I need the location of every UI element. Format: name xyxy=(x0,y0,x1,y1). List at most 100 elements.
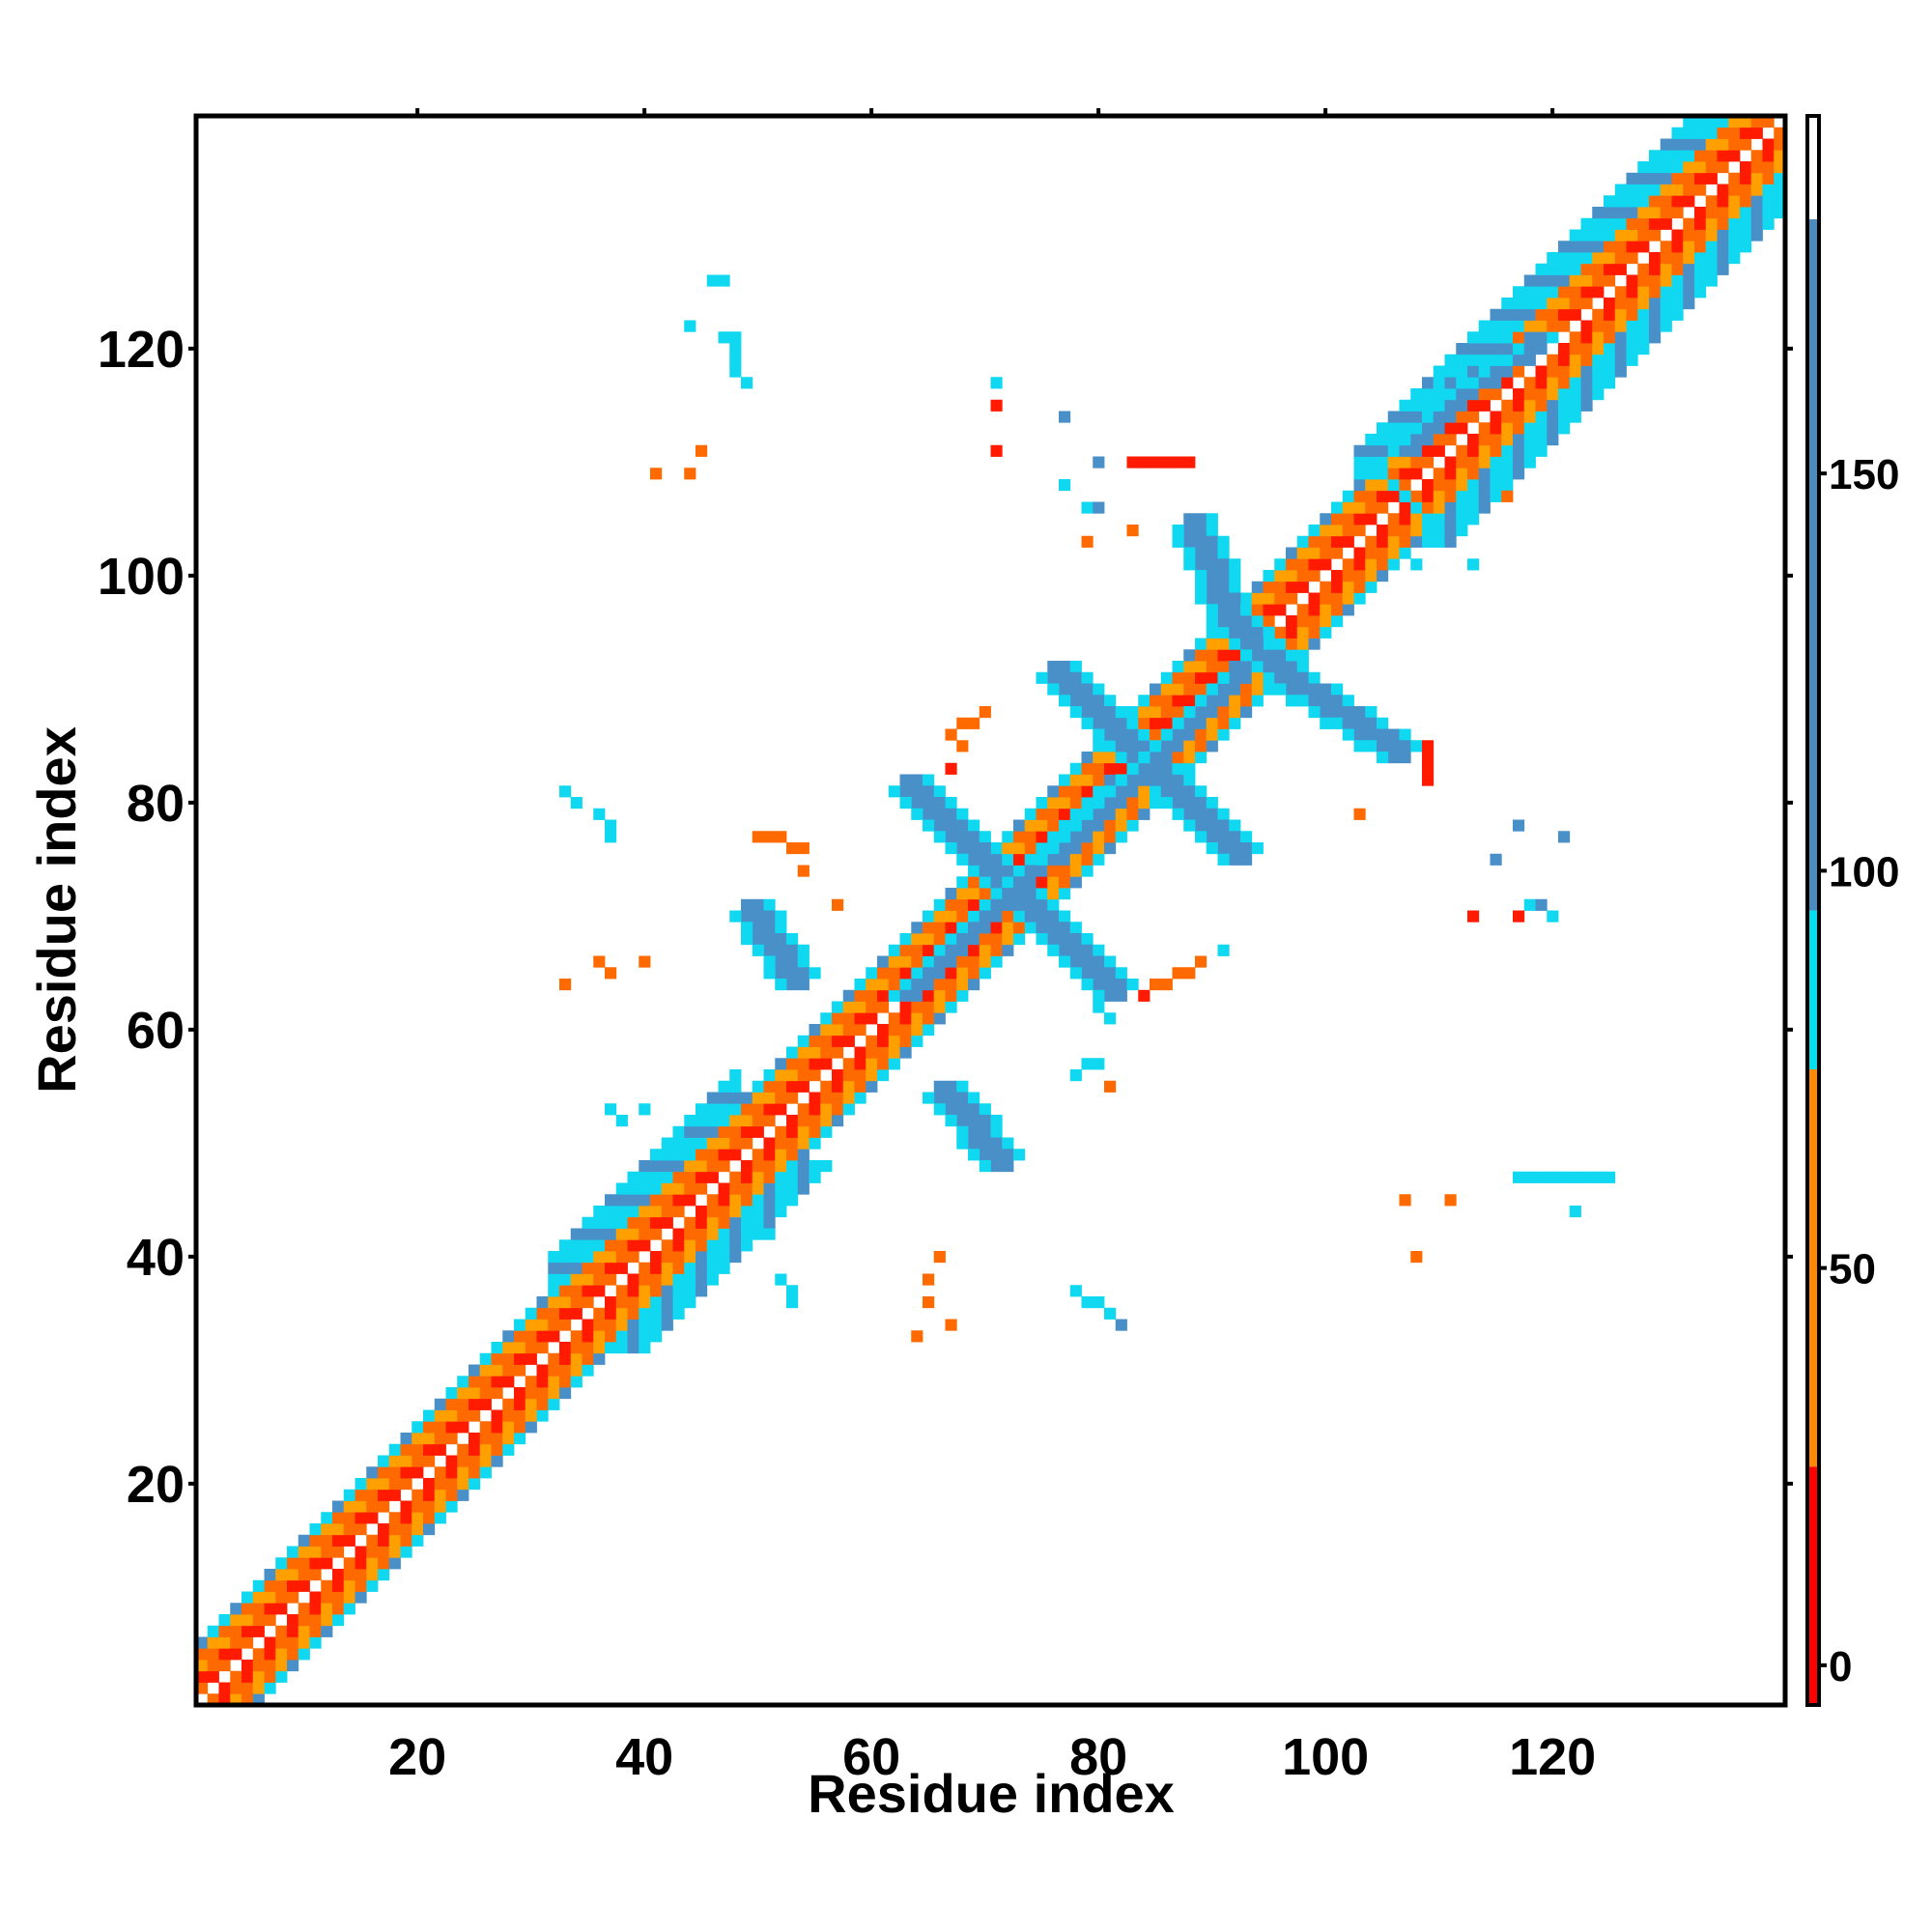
heatmap-cell xyxy=(445,1455,458,1467)
heatmap-cell xyxy=(1024,888,1037,900)
heatmap-cell xyxy=(355,1489,367,1501)
heatmap-cell xyxy=(775,933,787,946)
heatmap-cell xyxy=(1728,172,1741,185)
heatmap-cell xyxy=(1569,252,1581,265)
heatmap-cell xyxy=(1422,388,1435,401)
heatmap-cell xyxy=(593,808,606,820)
heatmap-cell xyxy=(1580,286,1593,298)
heatmap-cell xyxy=(763,922,776,934)
heatmap-cell xyxy=(1059,785,1071,798)
heatmap-cell xyxy=(775,955,787,968)
heatmap-cell xyxy=(559,1239,572,1252)
heatmap-cell xyxy=(400,1512,412,1524)
heatmap-cell xyxy=(491,1421,503,1434)
heatmap-cell xyxy=(275,1648,288,1661)
heatmap-cell xyxy=(1172,671,1184,684)
heatmap-cell xyxy=(877,1046,890,1059)
heatmap-cell xyxy=(763,898,776,911)
heatmap-cell xyxy=(536,1319,549,1331)
heatmap-cell xyxy=(400,1443,412,1456)
heatmap-cell xyxy=(1069,695,1082,707)
colorbar-band xyxy=(1807,1466,1819,1705)
heatmap-cell xyxy=(1694,229,1707,242)
heatmap-cell xyxy=(1387,558,1400,571)
heatmap-cell xyxy=(650,1160,663,1173)
heatmap-cell xyxy=(945,989,957,1002)
heatmap-cell xyxy=(1478,331,1491,344)
heatmap-cell xyxy=(1263,649,1275,662)
heatmap-cell xyxy=(866,1046,878,1059)
heatmap-cell xyxy=(593,1239,606,1252)
heatmap-cell xyxy=(1399,434,1411,446)
heatmap-cell xyxy=(1456,388,1468,401)
heatmap-cell xyxy=(1331,501,1344,514)
heatmap-cell xyxy=(1093,955,1105,968)
heatmap-cell xyxy=(1717,241,1729,253)
heatmap-cell xyxy=(1126,706,1139,719)
heatmap-cell xyxy=(1308,604,1321,616)
heatmap-cell xyxy=(230,1648,242,1661)
heatmap-cell xyxy=(423,1455,436,1467)
heatmap-cell xyxy=(706,1228,719,1240)
heatmap-cell xyxy=(1377,717,1389,729)
heatmap-cell xyxy=(1523,456,1536,469)
heatmap-cell xyxy=(1569,1171,1581,1183)
heatmap-cell xyxy=(559,1285,572,1297)
heatmap-cell xyxy=(1353,808,1366,820)
heatmap-cell xyxy=(1229,853,1241,866)
heatmap-cell xyxy=(491,1455,503,1467)
heatmap-cell xyxy=(1308,570,1321,582)
heatmap-cell xyxy=(479,1387,492,1400)
heatmap-cell xyxy=(548,1285,560,1297)
heatmap-cell xyxy=(706,1273,719,1286)
colorbar-tick-label: 50 xyxy=(1829,1246,1876,1293)
heatmap-cell xyxy=(888,785,900,798)
heatmap-cell xyxy=(661,1137,673,1150)
heatmap-cell xyxy=(1683,263,1695,275)
heatmap-cell xyxy=(1399,547,1411,559)
heatmap-cell xyxy=(548,1387,560,1400)
heatmap-cell xyxy=(469,1409,481,1422)
heatmap-cell xyxy=(1569,399,1581,412)
heatmap-cell xyxy=(1513,456,1525,469)
heatmap-cell xyxy=(502,1364,515,1377)
heatmap-cell xyxy=(933,1103,946,1116)
heatmap-cell xyxy=(1705,150,1718,162)
heatmap-cell xyxy=(1104,989,1117,1002)
heatmap-cell xyxy=(1013,853,1026,866)
heatmap-cell xyxy=(706,1125,719,1138)
heatmap-cell xyxy=(786,979,799,991)
heatmap-cell xyxy=(718,1080,730,1093)
heatmap-cell xyxy=(1490,320,1502,332)
heatmap-cell xyxy=(763,1194,776,1207)
heatmap-cell xyxy=(388,1512,401,1524)
heatmap-cell xyxy=(1206,819,1218,832)
heatmap-cell xyxy=(1002,865,1014,877)
heatmap-cell xyxy=(763,1080,776,1093)
heatmap-cell xyxy=(1183,717,1196,729)
heatmap-cell xyxy=(718,1160,730,1173)
heatmap-cell xyxy=(729,331,742,344)
heatmap-cell xyxy=(1592,308,1605,321)
heatmap-cell xyxy=(1331,570,1344,582)
heatmap-cell xyxy=(1683,229,1695,242)
heatmap-cell xyxy=(1240,615,1253,628)
heatmap-cell xyxy=(1240,604,1253,616)
heatmap-cell xyxy=(1410,501,1423,514)
heatmap-cell xyxy=(1217,717,1230,729)
heatmap-cell xyxy=(1569,1206,1581,1218)
heatmap-cell xyxy=(1467,388,1480,401)
heatmap-cell xyxy=(1274,581,1287,593)
heatmap-cell xyxy=(877,967,890,980)
heatmap-cell xyxy=(1649,320,1662,332)
heatmap-cell xyxy=(1558,388,1571,401)
heatmap-cell xyxy=(1410,490,1423,502)
heatmap-cell xyxy=(1513,819,1525,832)
heatmap-cell xyxy=(1456,479,1468,492)
heatmap-cell xyxy=(570,1342,582,1354)
heatmap-cell xyxy=(1229,695,1241,707)
heatmap-cell xyxy=(559,1364,572,1377)
heatmap-cell xyxy=(1104,819,1117,832)
heatmap-cell xyxy=(956,888,969,900)
heatmap-cell xyxy=(1410,468,1423,480)
